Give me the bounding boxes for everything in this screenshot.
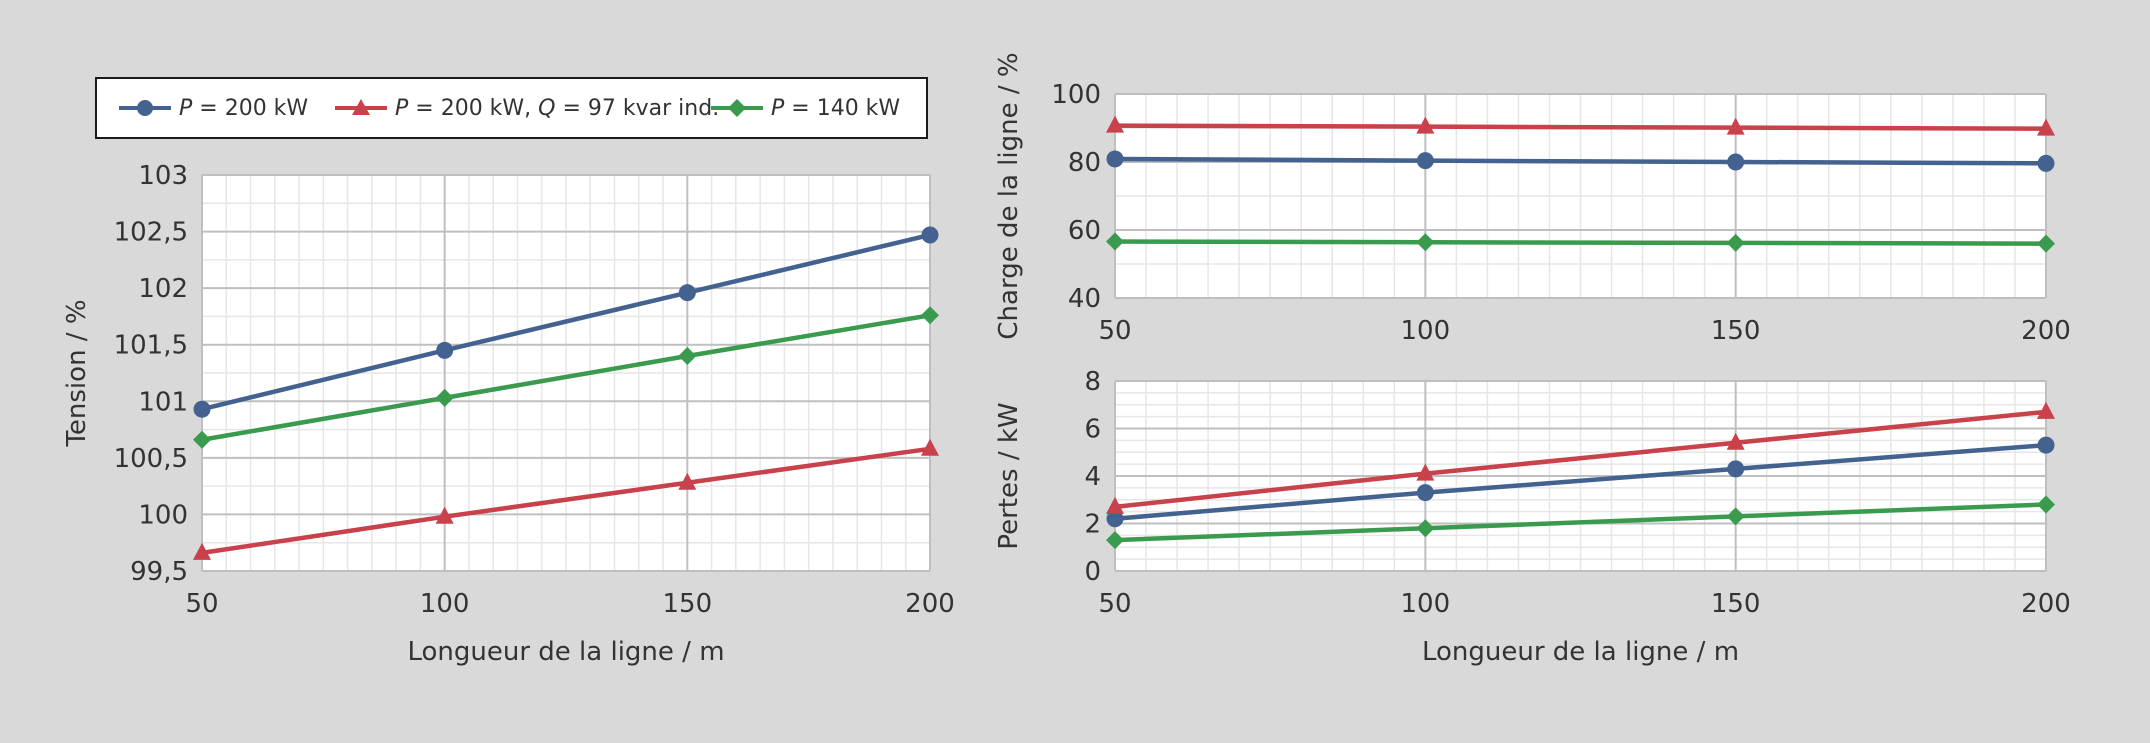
data-point-circle bbox=[193, 400, 211, 418]
x-axis-label: Longueur de la ligne / m bbox=[1422, 637, 1739, 667]
chart-1: 50 100 150 200 99,5 100 100,5 101 101,5 102 102,5 1… bbox=[62, 161, 955, 667]
x-tick-label: 150 bbox=[1711, 589, 1761, 619]
data-point-triangle bbox=[678, 472, 697, 490]
series-line-2 bbox=[201, 446, 931, 556]
y-tick-label: 80 bbox=[1068, 148, 1101, 178]
series-line-1 bbox=[1114, 442, 2047, 521]
x-tick-label: 100 bbox=[1401, 589, 1451, 619]
x-tick-label: 200 bbox=[905, 589, 955, 619]
data-point-diamond bbox=[1106, 531, 1124, 550]
data-point-diamond bbox=[2037, 495, 2055, 514]
x-tick-label: 200 bbox=[2021, 589, 2071, 619]
y-tick-label: 60 bbox=[1068, 216, 1101, 246]
x-tick-label: 50 bbox=[1098, 316, 1131, 346]
data-point-diamond bbox=[921, 306, 939, 325]
legend-marker-diamond-icon bbox=[711, 99, 763, 117]
y-tick-label: 4 bbox=[1084, 462, 1101, 492]
data-point-triangle bbox=[1106, 115, 1124, 133]
data-point-diamond bbox=[193, 430, 211, 449]
legend-marker-triangle-icon bbox=[335, 99, 387, 115]
data-point-triangle bbox=[2037, 118, 2055, 136]
series-line-2 bbox=[1114, 123, 2047, 131]
data-point-circle bbox=[678, 284, 696, 302]
y-axis-label: Tension / % bbox=[62, 299, 92, 447]
y-tick-label: 0 bbox=[1084, 557, 1101, 587]
series-line-3 bbox=[1114, 502, 2047, 543]
y-tick-label: 100 bbox=[138, 500, 188, 530]
data-point-circle bbox=[2037, 436, 2055, 454]
x-tick-label: 150 bbox=[663, 589, 713, 619]
y-axis-label: Pertes / kW bbox=[994, 402, 1024, 549]
legend-label-p140: P = 140 kW bbox=[771, 95, 901, 121]
x-tick-label: 150 bbox=[1711, 316, 1761, 346]
legend-item-p200: P = 200 kW bbox=[117, 79, 308, 137]
series-line-1 bbox=[201, 232, 931, 412]
data-point-diamond bbox=[1726, 507, 1745, 526]
data-point-diamond bbox=[678, 347, 697, 366]
y-tick-label: 40 bbox=[1068, 284, 1101, 314]
y-tick-label: 102,5 bbox=[114, 218, 188, 248]
series-line-3 bbox=[1114, 239, 2047, 246]
data-point-triangle bbox=[193, 542, 211, 560]
legend-marker-circle-icon bbox=[119, 100, 171, 116]
y-tick-label: 100 bbox=[1051, 80, 1101, 110]
y-axis-label: Charge de la ligne / % bbox=[994, 52, 1024, 339]
y-tick-label: 6 bbox=[1084, 415, 1101, 445]
data-point-circle bbox=[1727, 460, 1745, 478]
data-point-diamond bbox=[1416, 233, 1435, 252]
data-point-triangle bbox=[1106, 496, 1124, 514]
series-line-3 bbox=[201, 313, 931, 442]
y-tick-label: 2 bbox=[1084, 510, 1101, 540]
data-point-circle bbox=[921, 226, 939, 244]
legend: P = 200 kW P = 200 kW, Q = 97 kvar ind. … bbox=[95, 77, 928, 139]
data-point-circle bbox=[2037, 154, 2055, 172]
x-tick-label: 200 bbox=[2021, 316, 2071, 346]
x-tick-label: 50 bbox=[185, 589, 218, 619]
legend-item-p200-q97: P = 200 kW, Q = 97 kvar ind. bbox=[333, 79, 719, 137]
y-tick-label: 101,5 bbox=[114, 331, 188, 361]
data-point-diamond bbox=[435, 388, 454, 407]
y-tick-label: 101 bbox=[138, 387, 188, 417]
y-tick-label: 99,5 bbox=[130, 557, 188, 587]
data-point-triangle bbox=[1726, 117, 1745, 135]
y-tick-label: 8 bbox=[1084, 367, 1101, 397]
data-point-diamond bbox=[2037, 234, 2055, 253]
data-point-triangle bbox=[435, 506, 454, 524]
data-point-triangle bbox=[1726, 432, 1745, 450]
y-tick-label: 102 bbox=[138, 274, 188, 304]
y-tick-label: 103 bbox=[138, 161, 188, 191]
series-line-2 bbox=[1114, 409, 2047, 510]
legend-label-p200: P = 200 kW bbox=[179, 95, 309, 121]
data-point-circle bbox=[1416, 152, 1434, 170]
data-point-circle bbox=[436, 341, 454, 359]
chart-3: 50 100 150 200 0 2 4 6 8 Longueur de la ligne / m… bbox=[994, 367, 2071, 667]
data-point-circle bbox=[1106, 510, 1124, 528]
x-axis-label: Longueur de la ligne / m bbox=[407, 637, 724, 667]
data-point-diamond bbox=[1726, 233, 1745, 252]
data-point-circle bbox=[1106, 150, 1124, 168]
data-point-triangle bbox=[1416, 463, 1435, 481]
x-tick-label: 50 bbox=[1098, 589, 1131, 619]
legend-label-p200-q97: P = 200 kW, Q = 97 kvar ind. bbox=[395, 95, 720, 121]
series-line-1 bbox=[1114, 156, 2047, 166]
data-point-diamond bbox=[1106, 232, 1124, 251]
chart-2: 50 100 150 200 40 60 80 100 Charge de la ligne /… bbox=[994, 52, 2071, 346]
legend-item-p140: P = 140 kW bbox=[709, 79, 900, 137]
x-tick-label: 100 bbox=[420, 589, 470, 619]
x-tick-label: 100 bbox=[1401, 316, 1451, 346]
data-point-triangle bbox=[1416, 116, 1435, 134]
y-tick-label: 100,5 bbox=[114, 444, 188, 474]
data-point-diamond bbox=[1416, 519, 1435, 538]
data-point-triangle bbox=[921, 438, 939, 456]
data-point-triangle bbox=[2037, 401, 2055, 419]
data-point-circle bbox=[1727, 153, 1745, 171]
data-point-circle bbox=[1416, 484, 1434, 502]
